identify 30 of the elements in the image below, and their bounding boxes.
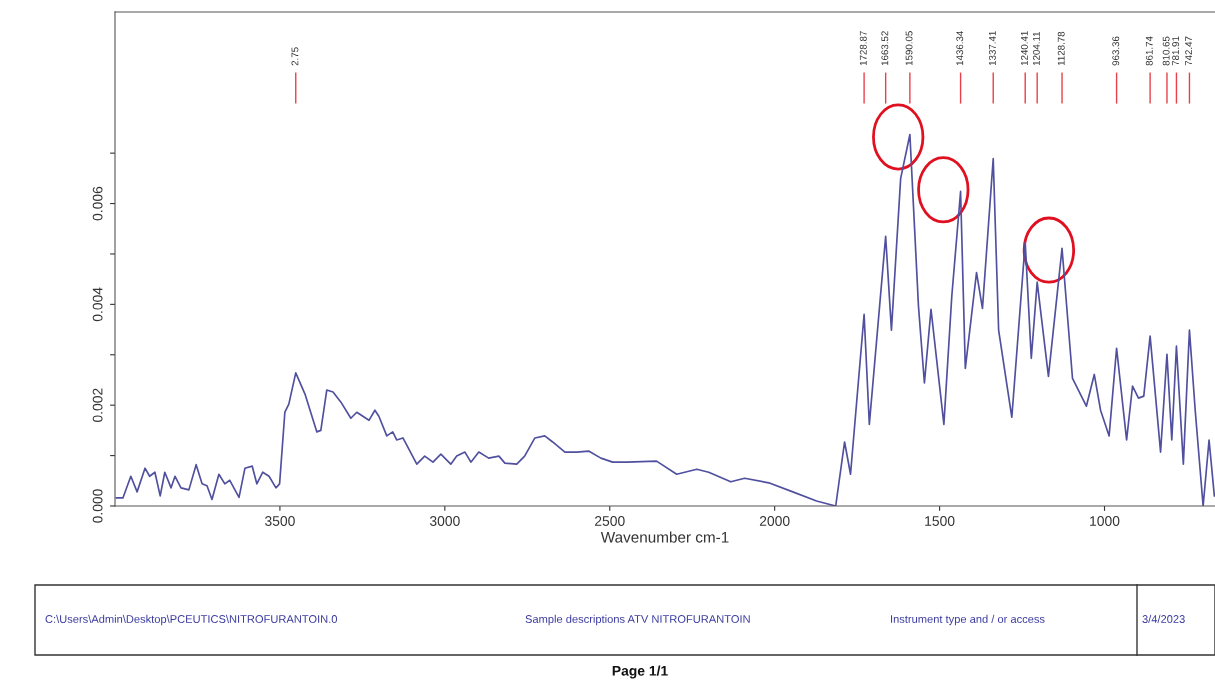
annotation: 781.91	[1172, 36, 1180, 66]
annotation: 1590.05	[905, 31, 913, 66]
annotation: 1663.52	[881, 31, 889, 66]
y-tick-label: 0.000	[92, 489, 103, 523]
text: 3/4/2023	[1142, 614, 1185, 623]
text: Sample descriptions ATV NITROFURANTOIN	[525, 614, 750, 626]
annotation: 1128.78	[1057, 31, 1065, 66]
text: C:\Users\Admin\Desktop\PCEUTICS\NITROFURANTOIN.0	[45, 614, 338, 626]
annotation: 742.47	[1185, 36, 1192, 66]
annotation: 861.74	[1145, 36, 1153, 66]
x-tick-label: 1500	[925, 516, 955, 526]
text: Instrument type and / or access	[891, 614, 1045, 626]
annotation: 1240.41	[1020, 31, 1028, 66]
y-tick-label: 0.004	[92, 287, 103, 322]
x-tick-label: 3500	[265, 516, 295, 526]
x-tick-label: 3000	[429, 516, 460, 526]
text: Page 1/1	[612, 665, 668, 679]
annotation: 2.75	[291, 47, 299, 66]
x-tick-label: 1000	[1090, 516, 1120, 526]
x-tick-label: 2000	[759, 516, 790, 526]
y-tick-label: 0.002	[92, 388, 103, 423]
annotation: 810.65	[1162, 36, 1170, 66]
x-tick-label: 2500	[595, 516, 625, 526]
annotation: 1436.34	[956, 30, 964, 66]
annotation: 963.36	[1112, 36, 1120, 66]
annotation: 1337.41	[988, 31, 996, 66]
annotation: 1728.87	[859, 31, 867, 66]
x-axis-title: Wavenumber cm-1	[600, 531, 729, 543]
y-tick-label: 0.006	[92, 186, 103, 221]
annotation: 1204.11	[1032, 31, 1040, 66]
